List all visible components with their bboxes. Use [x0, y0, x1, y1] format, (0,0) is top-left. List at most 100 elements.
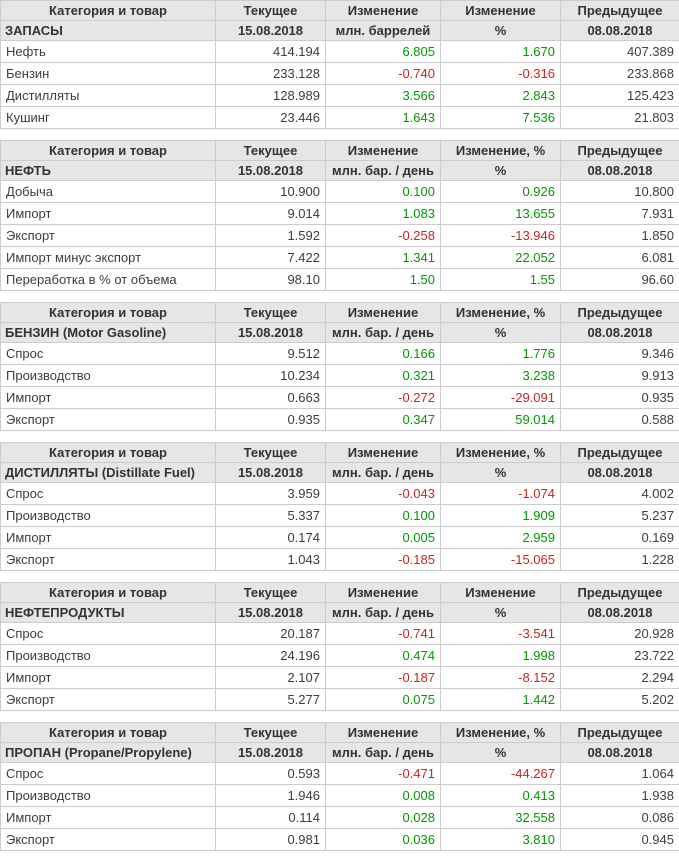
current-cell: 23.446 — [216, 107, 326, 129]
column-subheader: млн. бар. / день — [326, 603, 441, 623]
previous-cell: 6.081 — [561, 247, 679, 269]
change-pct-cell: 2.959 — [441, 527, 561, 549]
category-cell: Спрос — [1, 343, 216, 365]
previous-cell: 1.228 — [561, 549, 679, 571]
section-title: НЕФТЕПРОДУКТЫ — [1, 603, 216, 623]
column-header: Категория и товар — [1, 443, 216, 463]
column-header: Категория и товар — [1, 1, 216, 21]
change-pct-cell: 1.55 — [441, 269, 561, 291]
current-cell: 0.174 — [216, 527, 326, 549]
change-cell: 0.005 — [326, 527, 441, 549]
category-cell: Спрос — [1, 623, 216, 645]
current-cell: 1.592 — [216, 225, 326, 247]
column-subheader: % — [441, 603, 561, 623]
column-header: Изменение — [441, 583, 561, 603]
current-cell: 1.043 — [216, 549, 326, 571]
column-subheader: % — [441, 323, 561, 343]
change-cell: 1.50 — [326, 269, 441, 291]
change-cell: 1.341 — [326, 247, 441, 269]
column-header: Предыдущее — [561, 723, 679, 743]
previous-cell: 5.237 — [561, 505, 679, 527]
column-subheader: 08.08.2018 — [561, 603, 679, 623]
category-cell: Импорт — [1, 387, 216, 409]
change-pct-cell: 32.558 — [441, 807, 561, 829]
column-header: Категория и товар — [1, 583, 216, 603]
change-cell: -0.471 — [326, 763, 441, 785]
previous-cell: 10.800 — [561, 181, 679, 203]
column-header: Текущее — [216, 303, 326, 323]
column-header: Текущее — [216, 723, 326, 743]
change-cell: 0.028 — [326, 807, 441, 829]
change-pct-cell: 0.926 — [441, 181, 561, 203]
change-cell: 0.321 — [326, 365, 441, 387]
column-header: Текущее — [216, 141, 326, 161]
column-header: Предыдущее — [561, 443, 679, 463]
column-header: Изменение, % — [441, 303, 561, 323]
change-pct-cell: 3.238 — [441, 365, 561, 387]
previous-cell: 9.913 — [561, 365, 679, 387]
change-pct-cell: -0.316 — [441, 63, 561, 85]
change-pct-cell: 1.670 — [441, 41, 561, 63]
previous-cell: 2.294 — [561, 667, 679, 689]
current-cell: 414.194 — [216, 41, 326, 63]
category-cell: Импорт — [1, 527, 216, 549]
change-pct-cell: -29.091 — [441, 387, 561, 409]
current-cell: 3.959 — [216, 483, 326, 505]
previous-cell: 5.202 — [561, 689, 679, 711]
previous-cell: 1.938 — [561, 785, 679, 807]
change-cell: -0.741 — [326, 623, 441, 645]
column-subheader: 15.08.2018 — [216, 323, 326, 343]
previous-cell: 96.60 — [561, 269, 679, 291]
previous-cell: 1.064 — [561, 763, 679, 785]
change-cell: -0.185 — [326, 549, 441, 571]
column-header: Изменение — [441, 1, 561, 21]
column-subheader: 08.08.2018 — [561, 161, 679, 181]
current-cell: 2.107 — [216, 667, 326, 689]
change-cell: -0.187 — [326, 667, 441, 689]
change-pct-cell: 1.776 — [441, 343, 561, 365]
column-header: Предыдущее — [561, 1, 679, 21]
change-cell: 1.083 — [326, 203, 441, 225]
current-cell: 10.900 — [216, 181, 326, 203]
column-subheader: 15.08.2018 — [216, 463, 326, 483]
change-pct-cell: 1.998 — [441, 645, 561, 667]
column-subheader: млн. бар. / день — [326, 463, 441, 483]
previous-cell: 0.086 — [561, 807, 679, 829]
column-subheader: 15.08.2018 — [216, 21, 326, 41]
previous-cell: 1.850 — [561, 225, 679, 247]
change-cell: 0.100 — [326, 181, 441, 203]
category-cell: Производство — [1, 365, 216, 387]
category-cell: Производство — [1, 505, 216, 527]
column-header: Текущее — [216, 443, 326, 463]
current-cell: 24.196 — [216, 645, 326, 667]
current-cell: 9.512 — [216, 343, 326, 365]
current-cell: 5.277 — [216, 689, 326, 711]
previous-cell: 233.868 — [561, 63, 679, 85]
section-title: ДИСТИЛЛЯТЫ (Distillate Fuel) — [1, 463, 216, 483]
current-cell: 0.981 — [216, 829, 326, 851]
